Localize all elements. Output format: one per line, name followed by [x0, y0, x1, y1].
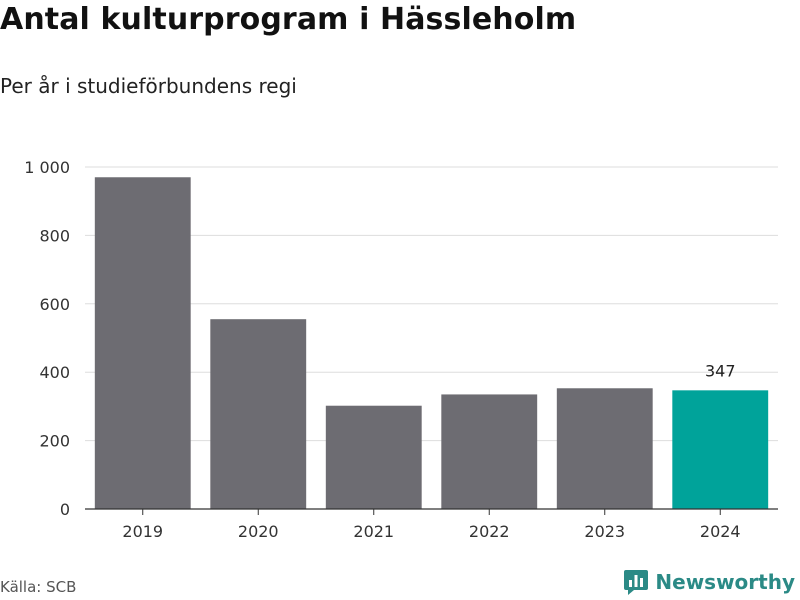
source-note: Källa: SCB — [0, 578, 77, 596]
y-tick-label: 800 — [39, 226, 70, 245]
bar-chart-logo-icon — [624, 570, 649, 595]
bar — [441, 394, 538, 509]
x-tick-label: 2023 — [584, 522, 625, 541]
y-tick-label: 600 — [39, 295, 70, 314]
bar — [556, 388, 653, 509]
y-tick-label: 1 000 — [24, 158, 70, 177]
x-tick-label: 2024 — [700, 522, 741, 541]
x-tick-label: 2020 — [238, 522, 279, 541]
chart-subtitle: Per år i studieförbundens regi — [0, 74, 297, 98]
y-tick-label: 400 — [39, 363, 70, 382]
brand-name: Newsworthy — [655, 570, 795, 594]
brand-logo: Newsworthy — [623, 568, 795, 596]
bar — [325, 405, 422, 509]
chart-title: Antal kulturprogram i Hässleholm — [0, 2, 577, 37]
x-tick-label: 2022 — [469, 522, 510, 541]
data-label: 347 — [705, 361, 736, 380]
y-tick-label: 0 — [60, 500, 70, 519]
x-tick-label: 2021 — [353, 522, 394, 541]
x-tick-label: 2019 — [122, 522, 163, 541]
bar — [94, 177, 191, 509]
bar — [672, 390, 769, 509]
y-tick-label: 200 — [39, 432, 70, 451]
bar — [210, 319, 307, 509]
